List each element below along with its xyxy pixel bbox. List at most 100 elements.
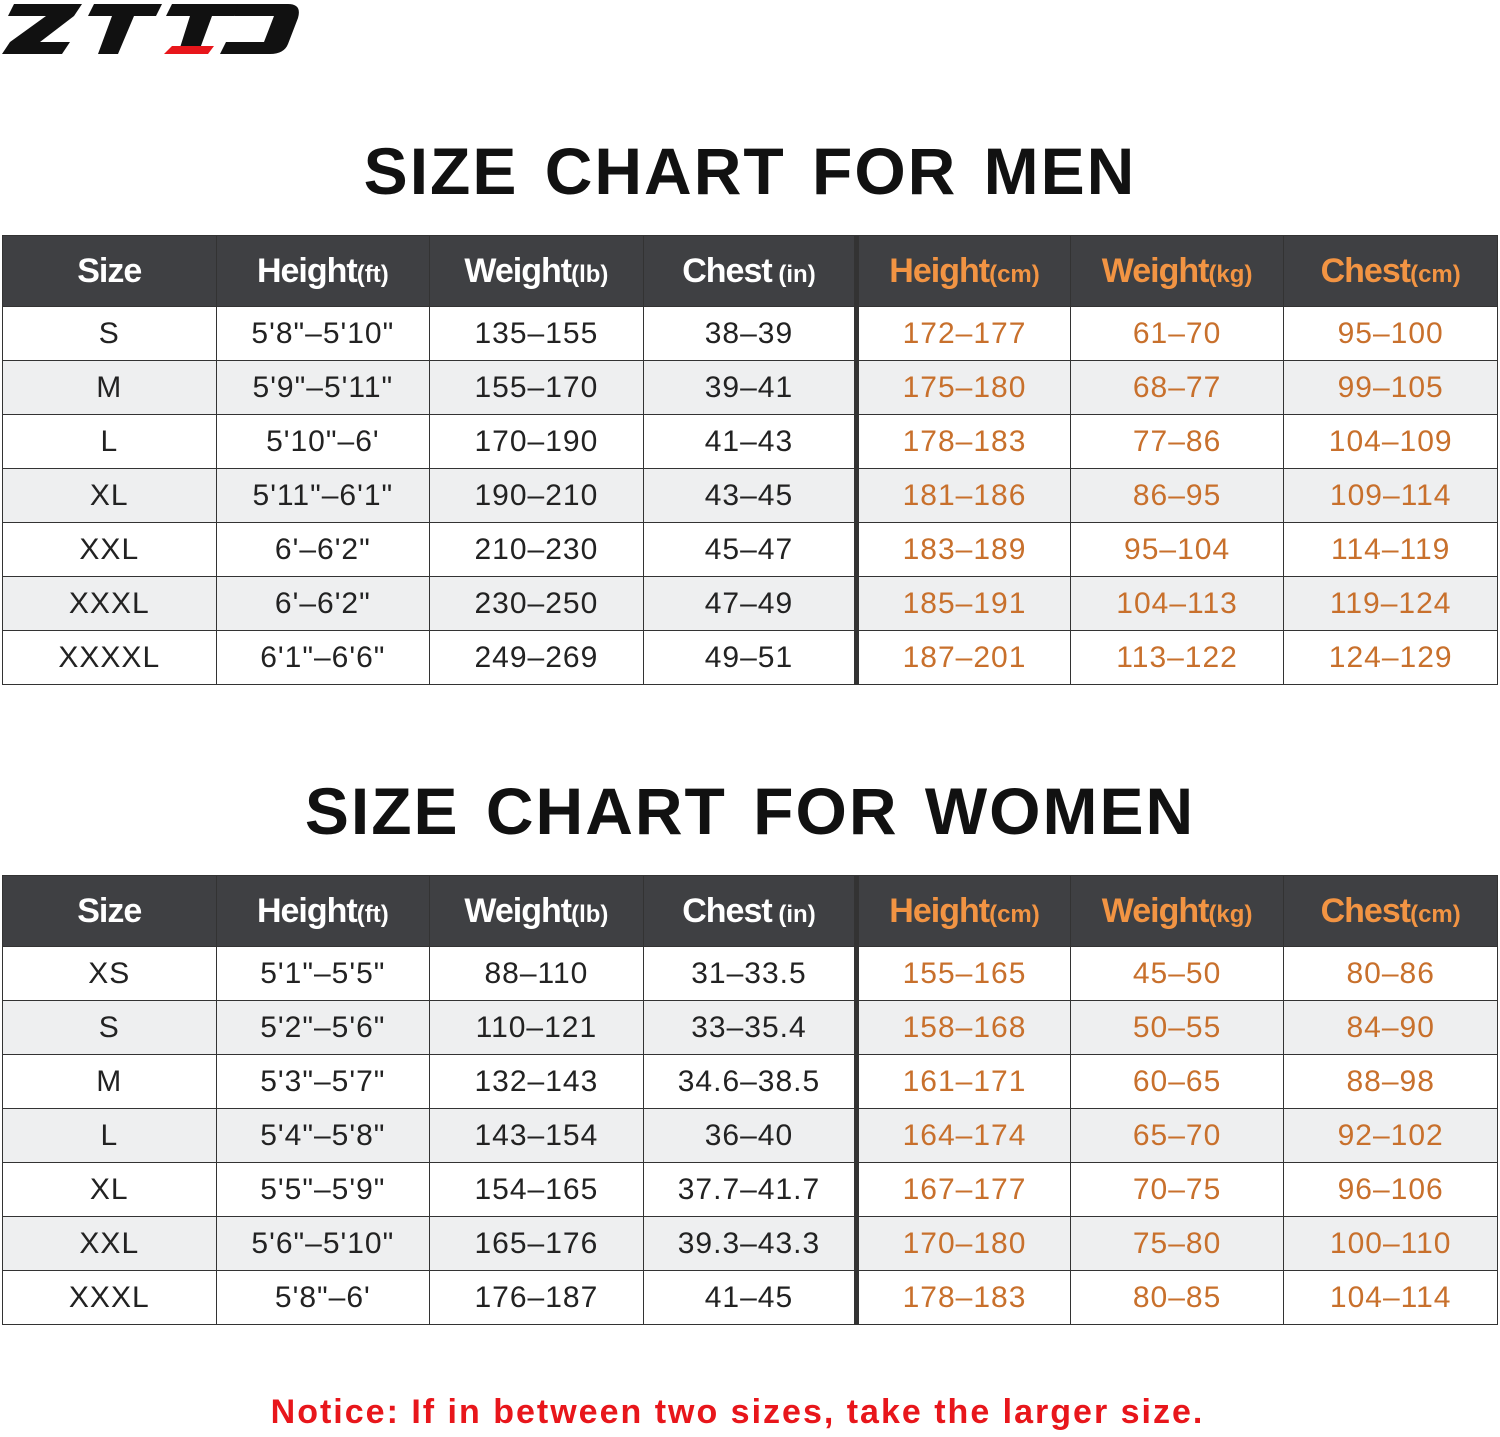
- cell-size: XXL: [2, 522, 217, 577]
- ztto-logo: [2, 4, 299, 54]
- cell-chest-cm: 80–86: [1283, 946, 1498, 1001]
- cell-weight-lb: 143–154: [429, 1108, 644, 1163]
- header-unit: (kg): [1208, 900, 1253, 928]
- cell-weight-lb: 135–155: [429, 306, 644, 361]
- header-label: Height: [889, 251, 990, 290]
- cell-weight-kg: 80–85: [1069, 1270, 1285, 1325]
- cell-chest-in: 31–33.5: [642, 946, 858, 1001]
- cell-chest-cm: 104–109: [1283, 414, 1498, 469]
- cell-chest-cm: 96–106: [1283, 1162, 1498, 1217]
- cell-height-cm: 155–165: [854, 946, 1071, 1001]
- cell-size: S: [2, 1000, 217, 1055]
- cell-chest-in: 47–49: [642, 576, 858, 631]
- table-row: S 5'2"–5'6" 110–121 33–35.4 158–168 50–55 84–9…: [2, 1000, 1498, 1055]
- header-unit: (cm): [1410, 900, 1461, 928]
- cell-height-cm: 183–189: [854, 522, 1071, 577]
- table-row: XXL 6'–6'2" 210–230 45–47 183–189 95–104 114–1…: [2, 522, 1498, 577]
- cell-height-cm: 178–183: [854, 1270, 1071, 1325]
- header-label: Chest: [1320, 891, 1411, 930]
- cell-height-ft: 5'10"–6': [215, 414, 431, 469]
- column-header-weight-lb: Weight(lb): [429, 235, 644, 307]
- table-row: L 5'10"–6' 170–190 41–43 178–183 77–86 104–109: [2, 414, 1498, 469]
- column-header-height-ft: Height(ft): [215, 235, 431, 307]
- header-label: Chest: [682, 251, 772, 290]
- cell-chest-cm: 95–100: [1283, 306, 1498, 361]
- cell-chest-in: 41–45: [642, 1270, 858, 1325]
- header-unit: (cm): [1410, 260, 1461, 288]
- cell-height-cm: 164–174: [854, 1108, 1071, 1163]
- cell-size: S: [2, 306, 217, 361]
- header-unit: (kg): [1208, 260, 1253, 288]
- table-row: XXXXL 6'1"–6'6" 249–269 49–51 187–201 113–122…: [2, 630, 1498, 685]
- women-chart-title: SIZE CHART FOR WOMEN: [304, 774, 1196, 848]
- cell-chest-cm: 114–119: [1283, 522, 1498, 577]
- cell-height-cm: 161–171: [854, 1054, 1071, 1109]
- cell-weight-kg: 77–86: [1069, 414, 1285, 469]
- cell-weight-lb: 170–190: [429, 414, 644, 469]
- cell-height-cm: 172–177: [854, 306, 1071, 361]
- cell-height-cm: 175–180: [854, 360, 1071, 415]
- header-label: Weight: [1101, 251, 1210, 290]
- cell-size: XS: [2, 946, 217, 1001]
- cell-size: M: [2, 360, 217, 415]
- cell-size: XL: [2, 1162, 217, 1217]
- cell-chest-in: 39.3–43.3: [642, 1216, 858, 1271]
- header-label: Size: [77, 891, 142, 930]
- column-header-weight-lb: Weight(lb): [429, 875, 644, 947]
- cell-height-cm: 158–168: [854, 1000, 1071, 1055]
- column-header-height-cm: Height(cm): [854, 235, 1071, 307]
- cell-size: M: [2, 1054, 217, 1109]
- cell-chest-in: 37.7–41.7: [642, 1162, 858, 1217]
- cell-height-cm: 167–177: [854, 1162, 1071, 1217]
- column-header-chest-cm: Chest(cm): [1283, 235, 1498, 307]
- column-header-height-cm: Height(cm): [854, 875, 1071, 947]
- cell-size: XXXL: [2, 1270, 217, 1325]
- header-unit: (in): [771, 260, 816, 288]
- cell-weight-kg: 86–95: [1069, 468, 1285, 523]
- cell-weight-kg: 65–70: [1069, 1108, 1285, 1163]
- cell-chest-cm: 104–114: [1283, 1270, 1498, 1325]
- header-row: Size Height(ft) Weight(lb) Chest (in) Height…: [2, 875, 1498, 947]
- cell-weight-lb: 249–269: [429, 630, 644, 685]
- cell-height-ft: 5'4"–5'8": [215, 1108, 431, 1163]
- table-row: M 5'3"–5'7" 132–143 34.6–38.5 161–171 60–65 88…: [2, 1054, 1498, 1109]
- cell-height-cm: 185–191: [854, 576, 1071, 631]
- cell-height-ft: 5'8"–5'10": [215, 306, 431, 361]
- header-label: Height: [889, 891, 990, 930]
- cell-weight-lb: 210–230: [429, 522, 644, 577]
- table-row: S 5'8"–5'10" 135–155 38–39 172–177 61–70 95–10…: [2, 306, 1498, 361]
- table-row: XL 5'11"–6'1" 190–210 43–45 181–186 86–95 109–…: [2, 468, 1498, 523]
- cell-height-cm: 181–186: [854, 468, 1071, 523]
- header-unit: (in): [771, 900, 816, 928]
- header-unit: (lb): [571, 900, 609, 928]
- header-label: Size: [77, 251, 142, 290]
- cell-size: XXXXL: [2, 630, 217, 685]
- cell-chest-in: 38–39: [642, 306, 858, 361]
- cell-chest-in: 41–43: [642, 414, 858, 469]
- cell-height-ft: 6'–6'2": [215, 576, 431, 631]
- cell-weight-kg: 45–50: [1069, 946, 1285, 1001]
- cell-weight-kg: 50–55: [1069, 1000, 1285, 1055]
- header-label: Weight: [1101, 891, 1210, 930]
- header-unit: (cm): [989, 260, 1040, 288]
- cell-height-ft: 5'11"–6'1": [215, 468, 431, 523]
- cell-height-ft: 5'8"–6': [215, 1270, 431, 1325]
- cell-size: XL: [2, 468, 217, 523]
- cell-chest-in: 36–40: [642, 1108, 858, 1163]
- cell-weight-kg: 95–104: [1069, 522, 1285, 577]
- cell-chest-cm: 88–98: [1283, 1054, 1498, 1109]
- cell-weight-lb: 230–250: [429, 576, 644, 631]
- cell-size: XXXL: [2, 576, 217, 631]
- cell-chest-in: 39–41: [642, 360, 858, 415]
- cell-chest-cm: 109–114: [1283, 468, 1498, 523]
- cell-height-ft: 5'3"–5'7": [215, 1054, 431, 1109]
- header-unit: (lb): [571, 260, 609, 288]
- column-header-chest-in: Chest (in): [642, 235, 858, 307]
- table-row: XS 5'1"–5'5" 88–110 31–33.5 155–165 45–50 80–8…: [2, 946, 1498, 1001]
- column-header-size: Size: [2, 875, 217, 947]
- cell-chest-cm: 84–90: [1283, 1000, 1498, 1055]
- men-size-table: Size Height(ft) Weight(lb) Chest (in) Height…: [2, 235, 1498, 685]
- cell-height-ft: 5'5"–5'9": [215, 1162, 431, 1217]
- cell-size: L: [2, 414, 217, 469]
- cell-size: XXL: [2, 1216, 217, 1271]
